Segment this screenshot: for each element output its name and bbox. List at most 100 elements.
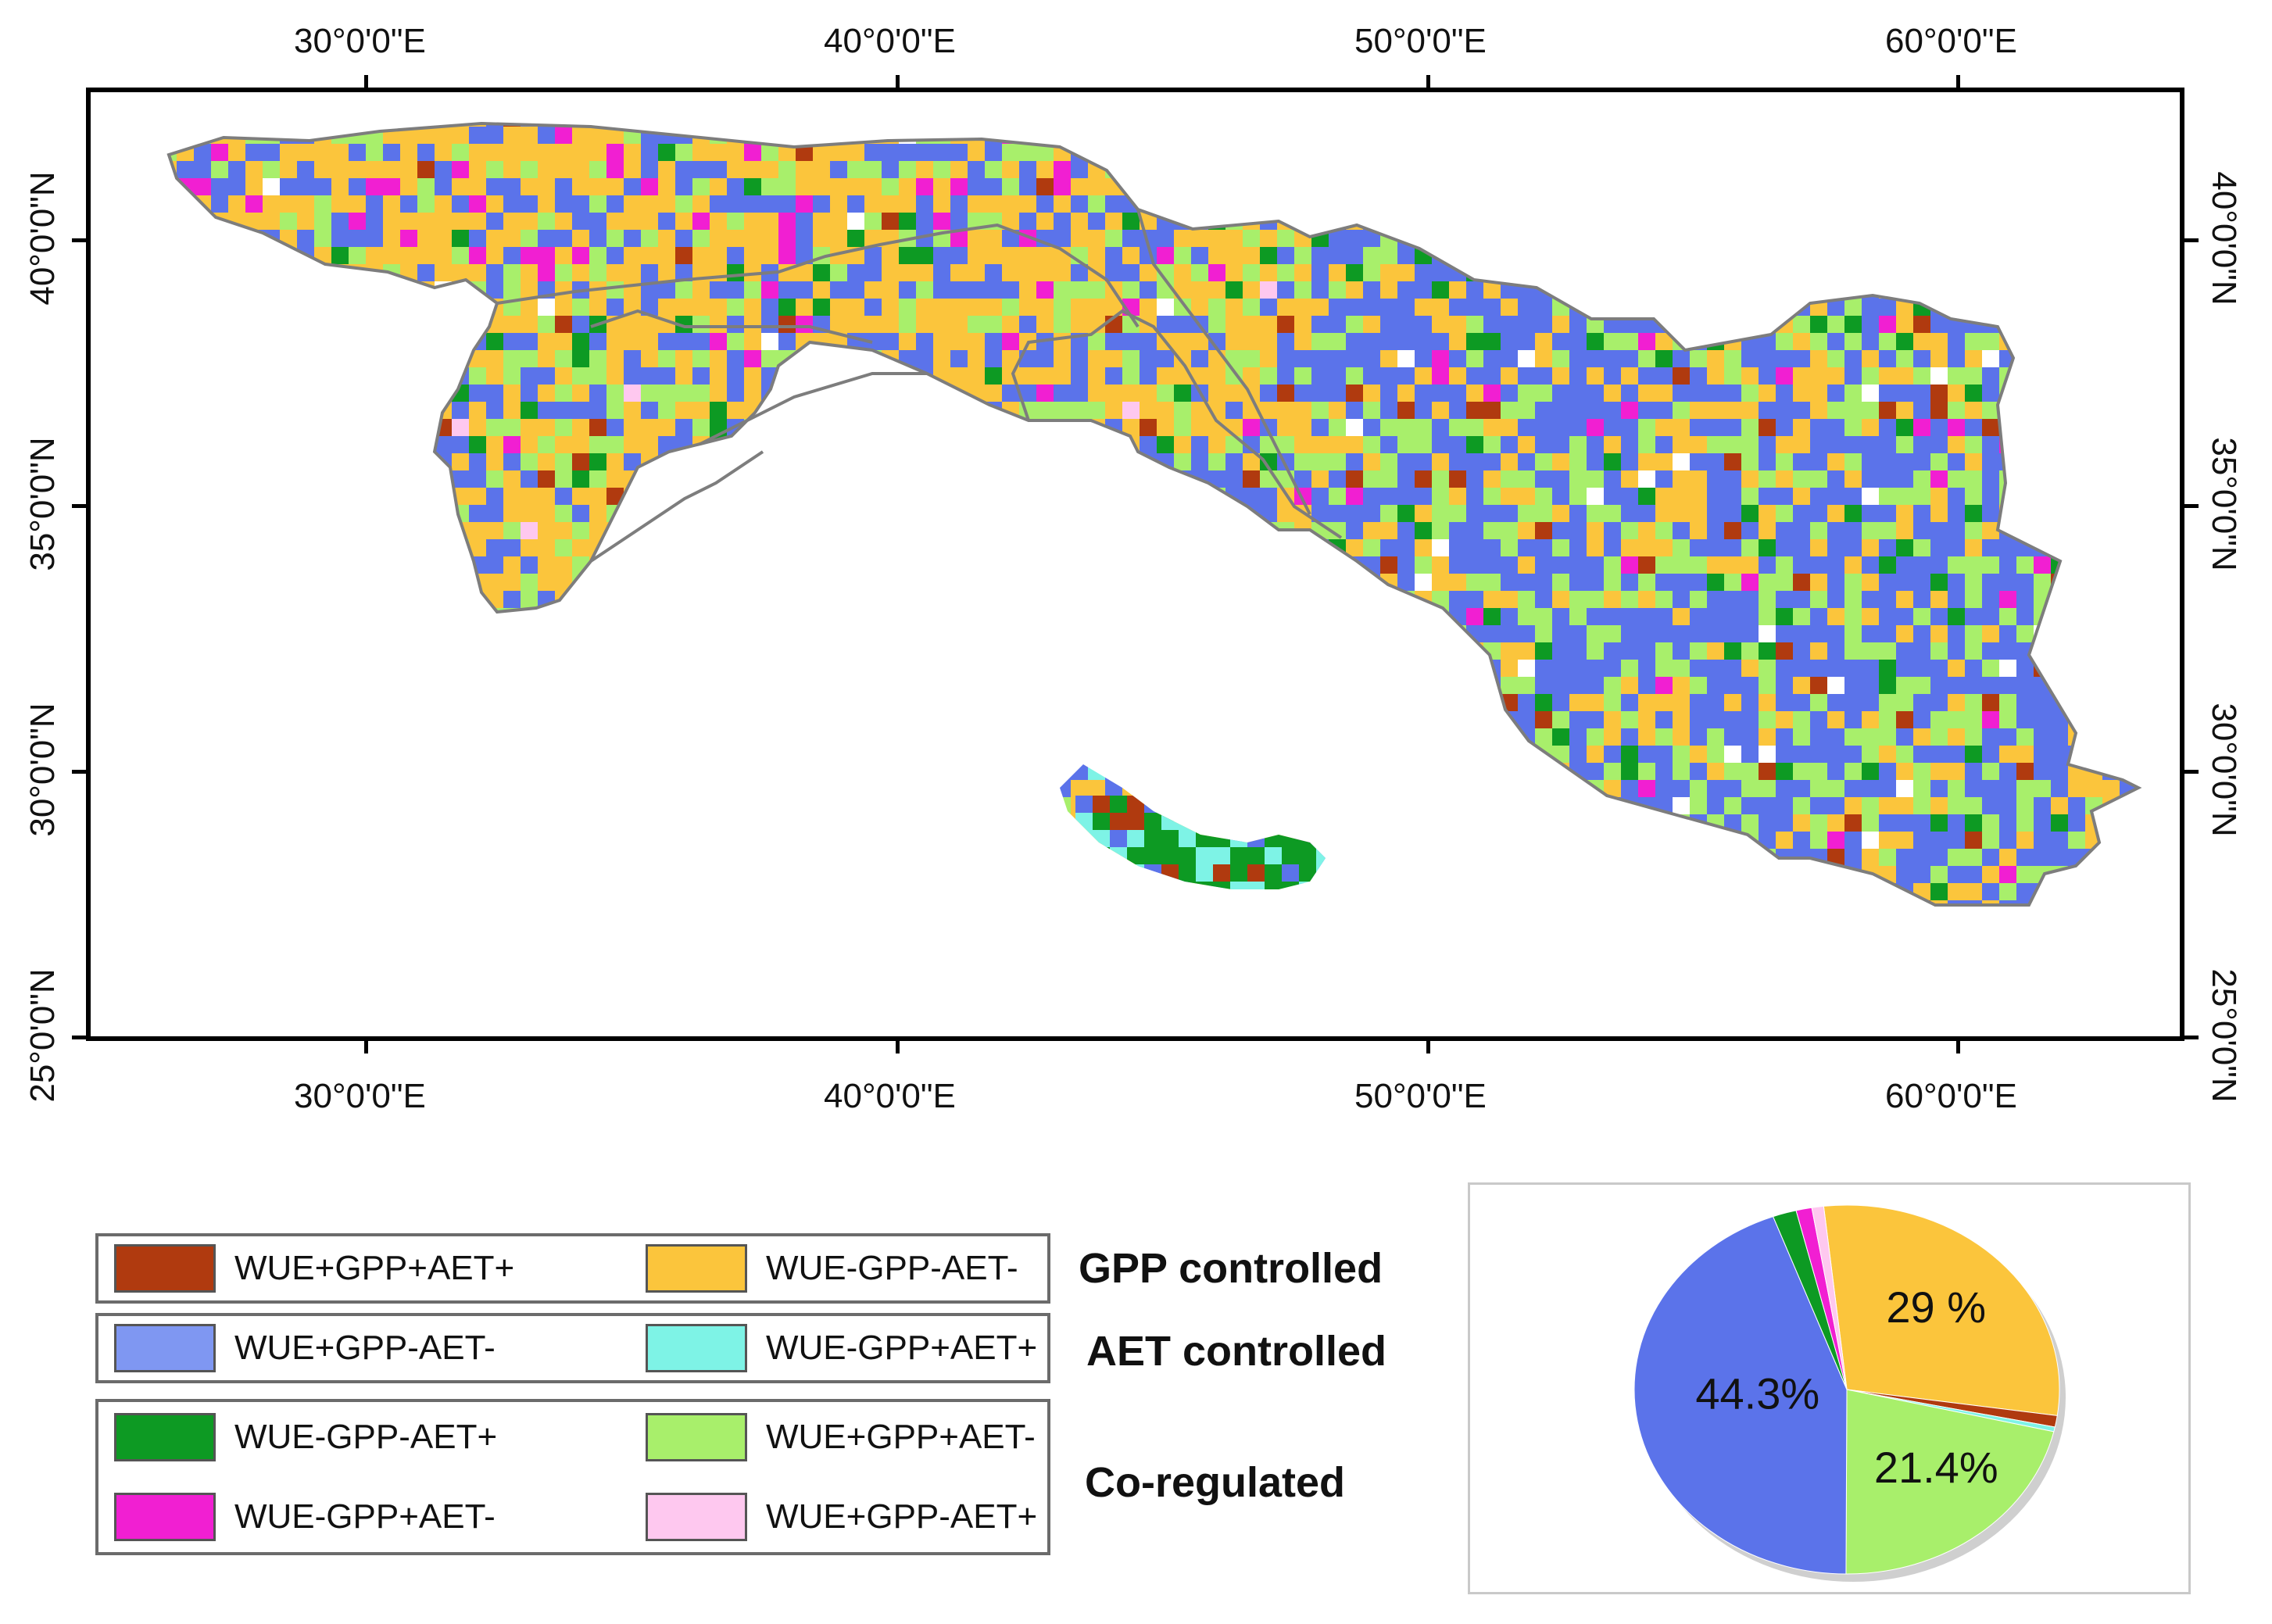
- map-pixel: [916, 419, 933, 436]
- map-pixel: [2171, 763, 2180, 780]
- map-pixel: [469, 436, 486, 453]
- map-pixel: [830, 385, 847, 402]
- map-pixel: [1105, 402, 1122, 419]
- map-pixel: [1930, 488, 1948, 505]
- map-pixel: [1965, 178, 1982, 195]
- map-pixel: [1380, 728, 1397, 746]
- map-pixel: [1690, 677, 1707, 694]
- map-pixel: [2016, 195, 2034, 213]
- map-pixel: [744, 728, 761, 746]
- map-pixel: [882, 625, 899, 642]
- map-pixel: [847, 213, 864, 230]
- map-pixel: [624, 92, 641, 109]
- map-pixel: [1741, 316, 1759, 333]
- map-pixel: [624, 161, 641, 178]
- map-pixel: [1105, 385, 1122, 402]
- map-pixel: [1225, 694, 1243, 711]
- map-pixel: [1225, 299, 1243, 316]
- map-pixel: [1587, 556, 1604, 574]
- map-pixel: [314, 350, 331, 367]
- map-pixel: [400, 470, 417, 488]
- map-pixel: [1311, 608, 1329, 625]
- map-pixel: [2034, 436, 2051, 453]
- map-pixel: [2154, 694, 2171, 711]
- map-pixel: [1982, 402, 1999, 419]
- map-pixel: [2051, 161, 2068, 178]
- map-pixel: [1982, 488, 1999, 505]
- map-pixel: [263, 178, 280, 195]
- map-pixel: [538, 264, 555, 281]
- map-pixel: [503, 213, 521, 230]
- map-pixel: [331, 144, 349, 161]
- map-pixel: [933, 763, 950, 780]
- map-pixel: [710, 92, 727, 109]
- map-pixel: [1604, 161, 1621, 178]
- map-pixel: [847, 574, 864, 591]
- map-pixel: [1501, 230, 1518, 247]
- map-pixel: [950, 556, 968, 574]
- map-pixel: [1879, 642, 1896, 660]
- map-pixel: [761, 574, 778, 591]
- lat-label-right-40: 40°0'0"N: [2205, 171, 2243, 306]
- map-pixel: [2016, 746, 2034, 763]
- map-pixel: [1363, 488, 1380, 505]
- map-pixel: [1311, 436, 1329, 453]
- map-pixel: [1208, 539, 1225, 556]
- map-pixel: [1673, 92, 1690, 109]
- map-pixel: [91, 350, 108, 367]
- map-pixel: [1638, 123, 1655, 127]
- map-pixel: [1449, 591, 1466, 608]
- map-pixel: [366, 453, 383, 470]
- map-pixel: [1776, 178, 1793, 195]
- map-pixel: [1363, 522, 1380, 539]
- map-pixel: [1759, 470, 1776, 488]
- map-pixel: [1346, 505, 1363, 522]
- map-pixel: [1913, 488, 1930, 505]
- map-pixel: [1621, 470, 1638, 488]
- map-pixel: [2016, 694, 2034, 711]
- map-pixel: [916, 556, 933, 574]
- map-pixel: [1793, 453, 1810, 470]
- map-pixel: [1844, 161, 1862, 178]
- map-pixel: [1019, 213, 1036, 230]
- map-pixel: [968, 591, 985, 608]
- map-pixel: [847, 488, 864, 505]
- map-pixel: [245, 316, 263, 333]
- map-pixel: [366, 488, 383, 505]
- map-pixel: [1638, 694, 1655, 711]
- map-pixel: [1019, 178, 1036, 195]
- map-pixel: [1707, 127, 1724, 144]
- map-pixel: [813, 230, 830, 247]
- map-pixel: [435, 574, 452, 591]
- map-pixel: [1088, 350, 1105, 367]
- map-pixel: [1707, 591, 1724, 608]
- map-pixel: [589, 195, 606, 213]
- map-pixel: [314, 402, 331, 419]
- map-pixel: [899, 539, 916, 556]
- map-pixel: [169, 367, 177, 385]
- map-pixel: [383, 746, 400, 763]
- map-pixel: [916, 402, 933, 419]
- map-pixel: [1810, 144, 1827, 161]
- map-pixel: [349, 522, 366, 539]
- map-pixel: [366, 763, 383, 780]
- map-pixel: [1054, 367, 1071, 385]
- map-pixel: [383, 711, 400, 728]
- tick-bottom-50: [1426, 1039, 1430, 1053]
- map-pixel: [521, 247, 538, 264]
- map-pixel: [486, 642, 503, 660]
- map-pixel: [1930, 281, 1948, 299]
- map-pixel: [521, 385, 538, 402]
- map-pixel: [1466, 333, 1483, 350]
- map-pixel: [1587, 161, 1604, 178]
- map-pixel: [383, 470, 400, 488]
- map-pixel: [589, 694, 606, 711]
- map-pixel: [933, 608, 950, 625]
- map-pixel: [177, 763, 194, 780]
- map-pixel: [2016, 660, 2034, 677]
- map-pixel: [761, 677, 778, 694]
- map-pixel: [1019, 144, 1036, 161]
- map-pixel: [864, 385, 882, 402]
- map-pixel: [2154, 281, 2171, 299]
- map-pixel: [2137, 522, 2138, 539]
